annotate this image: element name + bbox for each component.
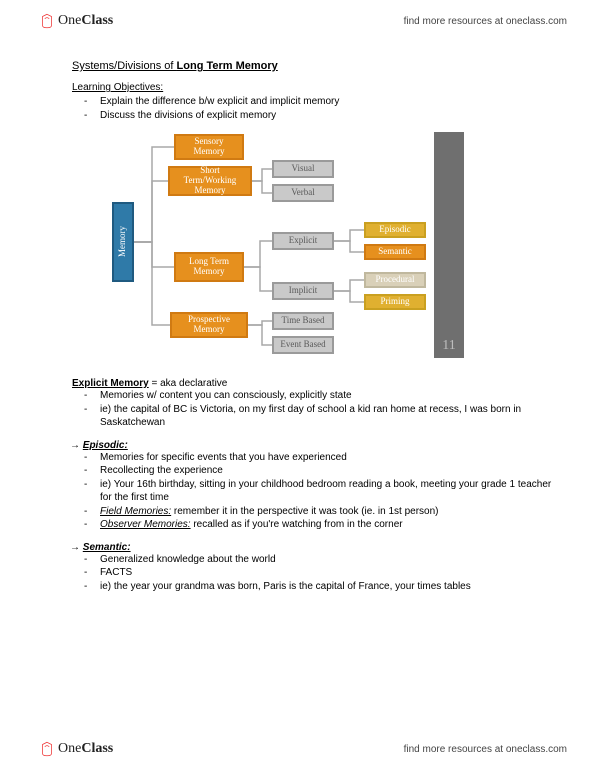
brand-name: OneClass (58, 741, 113, 757)
observer-memories-label: Observer Memories: (100, 519, 191, 530)
brand: OneClass (38, 12, 113, 30)
explicit-heading-tail: = aka declarative (149, 378, 228, 389)
footer-tagline: find more resources at oneclass.com (404, 744, 567, 755)
title-prefix: Systems/Divisions of (72, 60, 177, 72)
semantic-label: Semantic: (83, 542, 131, 553)
episodic-heading: → Episodic: (70, 440, 555, 451)
page-title: Systems/Divisions of Long Term Memory (72, 60, 555, 72)
diagram-node-prospect: Prospective Memory (170, 312, 248, 338)
diagram-node-verbal: Verbal (272, 184, 334, 202)
diagram-node-episodic: Episodic (364, 222, 426, 238)
brand-icon (38, 12, 56, 30)
diagram-node-ltm: Long Term Memory (174, 252, 244, 282)
semantic-heading: → Semantic: (70, 542, 555, 553)
list-item: Memories w/ content you can consciously,… (94, 389, 555, 403)
list-item: ie) the year your grandma was born, Pari… (94, 580, 555, 594)
diagram-page-number-slab: 11 (434, 132, 464, 358)
page-content: Systems/Divisions of Long Term Memory Le… (72, 60, 555, 603)
list-item: ie) the capital of BC is Victoria, on my… (94, 403, 555, 430)
memory-diagram: Memory Sensory Memory Short Term/Working M… (112, 132, 472, 362)
diagram-node-explicit: Explicit (272, 232, 334, 250)
brand-name: OneClass (58, 13, 113, 29)
header-tagline: find more resources at oneclass.com (404, 16, 567, 27)
diagram-node-sensory: Sensory Memory (174, 134, 244, 160)
diagram-node-visual: Visual (272, 160, 334, 178)
semantic-list: Generalized knowledge about the world FA… (72, 553, 555, 594)
diagram-node-priming: Priming (364, 294, 426, 310)
field-memories-label: Field Memories: (100, 506, 171, 517)
diagram-node-procedural: Procedural (364, 272, 426, 288)
field-memories-tail: remember it in the perspective it was to… (171, 506, 438, 517)
diagram-node-semantic: Semantic (364, 244, 426, 260)
episodic-list: Memories for specific events that you ha… (72, 451, 555, 532)
brand-name-bold: Class (81, 13, 113, 28)
explicit-memory-heading: Explicit Memory = aka declarative (72, 378, 555, 389)
diagram-node-stm: Short Term/Working Memory (168, 166, 252, 196)
brand-name-light: One (58, 741, 81, 756)
learning-objectives-list: Explain the difference b/w explicit and … (72, 95, 555, 122)
episodic-label: Episodic: (83, 440, 128, 451)
brand-icon (38, 740, 56, 758)
list-item: FACTS (94, 566, 555, 580)
list-item: Field Memories: remember it in the persp… (94, 505, 555, 519)
page-header: OneClass find more resources at oneclass… (0, 6, 595, 36)
explicit-memory-list: Memories w/ content you can consciously,… (72, 389, 555, 430)
observer-memories-tail: recalled as if you're watching from in t… (191, 519, 403, 530)
list-item: Explain the difference b/w explicit and … (94, 95, 555, 109)
list-item: Recollecting the experience (94, 464, 555, 478)
page-footer: OneClass find more resources at oneclass… (0, 734, 595, 764)
explicit-heading-bold: Explicit Memory (72, 378, 149, 389)
brand-name-light: One (58, 13, 81, 28)
list-item: Generalized knowledge about the world (94, 553, 555, 567)
brand: OneClass (38, 740, 113, 758)
diagram-node-memory: Memory (112, 202, 134, 282)
brand-name-bold: Class (81, 741, 113, 756)
title-bold: Long Term Memory (177, 60, 278, 72)
list-item: Discuss the divisions of explicit memory (94, 109, 555, 123)
list-item: ie) Your 16th birthday, sitting in your … (94, 478, 555, 505)
learning-objectives-heading: Learning Objectives: (72, 82, 555, 93)
diagram-node-eventbased: Event Based (272, 336, 334, 354)
diagram-node-timebased: Time Based (272, 312, 334, 330)
list-item: Observer Memories: recalled as if you're… (94, 518, 555, 532)
diagram-node-implicit: Implicit (272, 282, 334, 300)
list-item: Memories for specific events that you ha… (94, 451, 555, 465)
